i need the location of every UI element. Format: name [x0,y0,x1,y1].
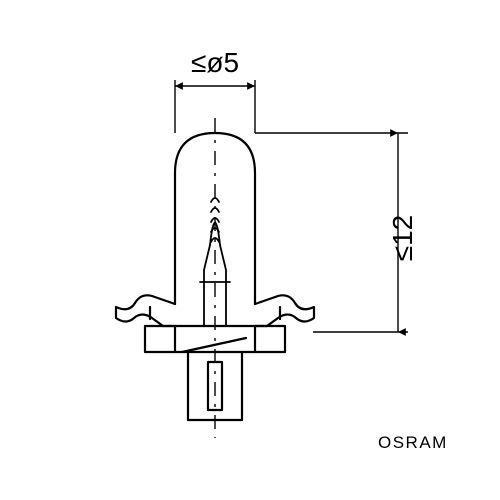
bulb-dimension-diagram: ≤ø5 ≤12 [0,0,500,500]
brand-label: OSRAM [378,433,448,452]
right-height-dimension [255,133,408,332]
height-label: ≤12 [387,215,418,262]
bulb-outline [116,133,314,420]
diameter-label: ≤ø5 [191,47,239,78]
